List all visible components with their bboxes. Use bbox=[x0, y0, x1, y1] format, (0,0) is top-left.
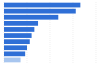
bar bbox=[4, 9, 76, 14]
bar bbox=[4, 27, 34, 32]
chart-container bbox=[0, 0, 100, 71]
bar bbox=[4, 39, 30, 44]
chart bbox=[0, 0, 100, 71]
bar bbox=[4, 3, 80, 8]
bar bbox=[4, 15, 58, 20]
grid bbox=[4, 2, 96, 63]
bars bbox=[4, 3, 80, 63]
bar bbox=[4, 45, 27, 50]
bar bbox=[4, 58, 21, 63]
bar bbox=[4, 21, 38, 26]
bar bbox=[4, 51, 25, 56]
grid-line bbox=[96, 2, 97, 63]
bar bbox=[4, 33, 32, 38]
